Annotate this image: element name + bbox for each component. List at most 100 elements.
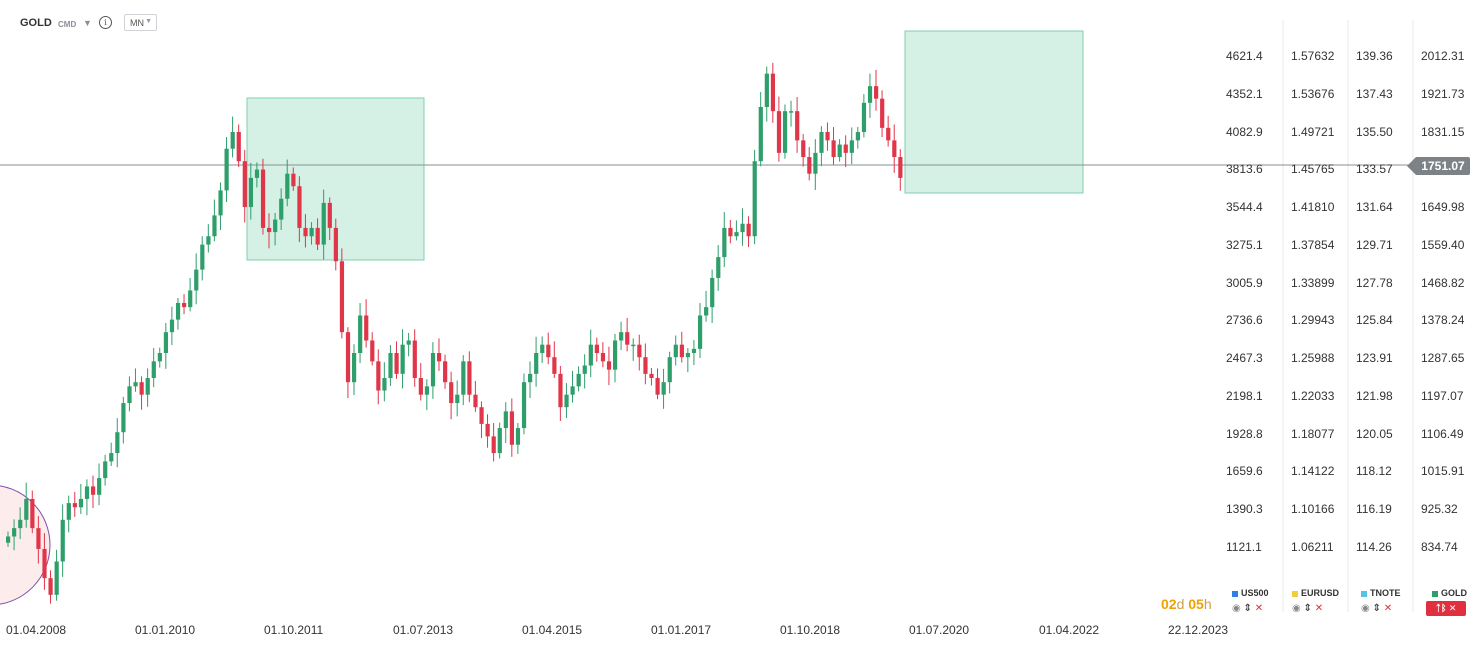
y-tick-tnote: 137.43 (1356, 86, 1393, 101)
candle-body (582, 365, 587, 374)
candle-body (84, 486, 90, 499)
close-icon[interactable]: ✕ (1383, 603, 1393, 614)
compare-tnote[interactable]: TNOTE ◉ ⇕ ✕ (1361, 588, 1401, 614)
symbol-name[interactable]: GOLD (20, 17, 52, 29)
candle-body (430, 353, 436, 387)
x-tick: 01.01.2017 (651, 623, 712, 637)
candle-body (479, 407, 484, 424)
candle-body (109, 453, 114, 462)
candle-body (254, 169, 260, 178)
candle-body (418, 378, 423, 395)
reorder-icon[interactable]: ⇕ (1303, 603, 1312, 614)
y-tick-gold: 1197.07 (1421, 388, 1464, 403)
candle-body (801, 140, 806, 158)
candle-body (619, 332, 624, 341)
candle-body (115, 432, 120, 454)
candle-body (825, 132, 830, 141)
candle-body (661, 382, 666, 395)
candle-body (497, 428, 502, 454)
candle-body (509, 411, 515, 445)
candle-body (273, 219, 278, 233)
candle-body (218, 190, 223, 216)
candle-body (30, 498, 35, 529)
y-tick-tnote: 129.71 (1356, 237, 1393, 252)
compare-gold[interactable]: GOLD (1432, 588, 1467, 598)
close-icon[interactable]: ✕ (1254, 603, 1264, 614)
y-tick-tnote: 120.05 (1356, 426, 1393, 441)
candle-body (400, 344, 405, 374)
eye-icon[interactable]: ◉ (1232, 603, 1241, 614)
y-tick-gold: 1831.15 (1421, 124, 1465, 139)
candle-body (169, 319, 175, 333)
zone-2020[interactable] (904, 30, 1084, 194)
eye-icon[interactable]: ◉ (1292, 603, 1301, 614)
y-tick-gold: 1378.24 (1421, 313, 1465, 328)
y-tick-tnote: 131.64 (1356, 200, 1393, 215)
y-tick-us500: 4621.4 (1226, 49, 1263, 63)
y-tick-eurusd: 1.45765 (1291, 162, 1335, 177)
candle-body (704, 307, 709, 316)
candle-countdown: 02d 05h (1161, 596, 1212, 612)
candle-body (78, 498, 84, 508)
candle-body (886, 127, 891, 141)
symbol-dropdown-icon[interactable]: ▼ (83, 18, 92, 28)
y-tick-gold: 1649.98 (1421, 200, 1465, 215)
y-tick-tnote: 133.57 (1356, 162, 1393, 177)
reorder-icon[interactable]: ⇕ (1243, 603, 1252, 614)
timeframe-value: MN (130, 18, 144, 28)
candle-body (127, 386, 132, 404)
candle-body (412, 340, 417, 379)
y-tick-tnote: 116.19 (1356, 502, 1392, 517)
y-tick-gold: 1559.40 (1421, 237, 1465, 252)
candle-body (667, 357, 672, 383)
y-tick-eurusd: 1.14122 (1291, 464, 1335, 479)
candle-body (528, 373, 533, 383)
candle-body (212, 215, 217, 237)
candle-body (819, 132, 824, 153)
timeframe-select[interactable]: MN ▼ (124, 14, 157, 31)
close-icon[interactable]: ✕ (1314, 603, 1324, 614)
y-tick-us500: 1390.3 (1226, 502, 1263, 517)
y-tick-tnote: 123.91 (1356, 351, 1393, 366)
candle-body (861, 102, 867, 133)
candle-body (880, 98, 885, 128)
candle-body (54, 561, 59, 595)
candle-body (782, 111, 788, 153)
candle-body (849, 140, 854, 153)
candle-body (546, 344, 551, 358)
candle-body (874, 86, 879, 99)
candle-body (121, 403, 126, 433)
gold-candle-settings-button[interactable]: ᛏᛒ ✕ (1426, 601, 1466, 616)
candle-body (382, 378, 387, 391)
reorder-icon[interactable]: ⇕ (1372, 603, 1381, 614)
candle-body (552, 357, 557, 374)
candle-body (436, 353, 442, 362)
y-tick-eurusd: 1.25988 (1291, 351, 1335, 366)
y-tick-us500: 3813.6 (1226, 162, 1263, 177)
compare-eurusd[interactable]: EURUSD ◉ ⇕ ✕ (1292, 588, 1340, 614)
candle-body (734, 232, 739, 237)
info-icon[interactable]: i (99, 16, 112, 29)
candle-body (558, 373, 563, 408)
candle-body (72, 503, 77, 508)
candle-body (679, 344, 684, 358)
candle-body (758, 106, 763, 162)
candle-body (370, 340, 375, 362)
candle-body (182, 302, 187, 308)
candle-body (503, 411, 508, 429)
eye-icon[interactable]: ◉ (1361, 603, 1370, 614)
candle-body (637, 344, 642, 358)
candle-body (443, 361, 448, 383)
compare-us500[interactable]: US500 ◉ ⇕ ✕ (1232, 588, 1269, 614)
candle-body (303, 227, 308, 237)
candle-body (491, 436, 496, 454)
y-tick-us500: 3544.4 (1226, 200, 1263, 215)
series-color-swatch (1432, 590, 1438, 597)
candle-body (455, 394, 460, 404)
candle-body (813, 152, 818, 174)
candle-body (358, 315, 363, 354)
candle-body (285, 173, 290, 199)
candle-body (673, 344, 678, 358)
candle-body (248, 177, 253, 208)
